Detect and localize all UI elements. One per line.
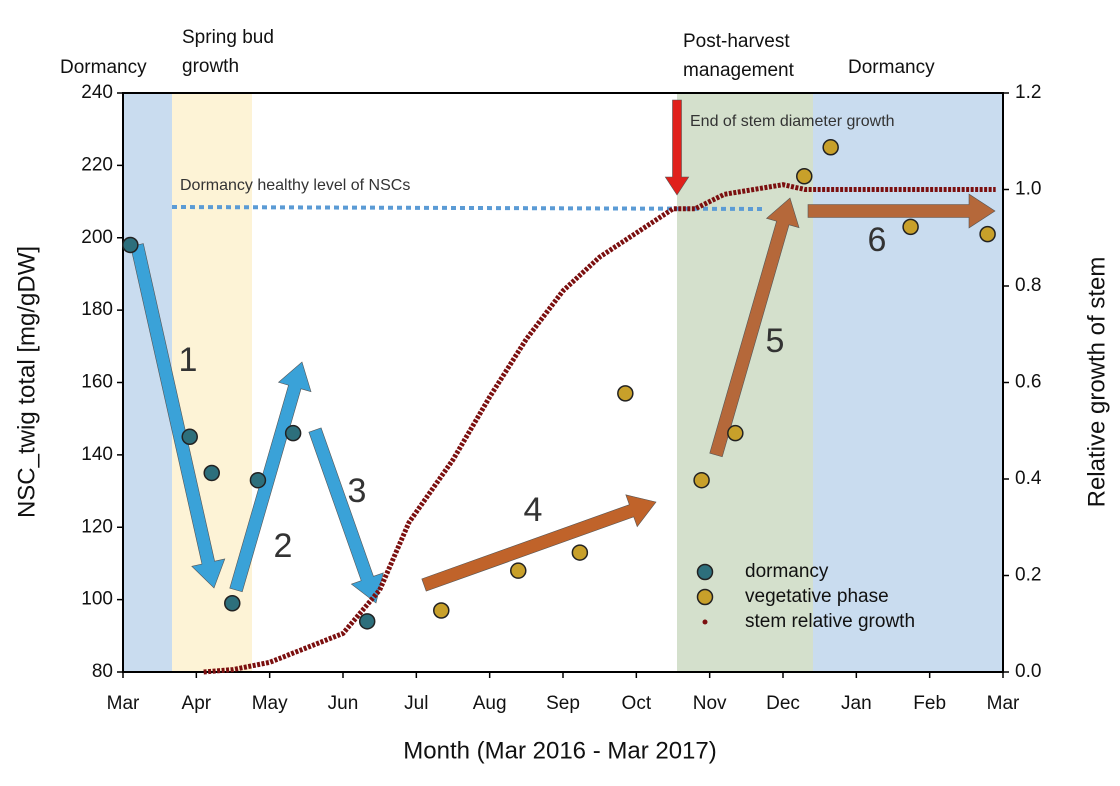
phase-label: management [683, 60, 795, 81]
data-point [902, 218, 919, 236]
y-tick-label: 180 [81, 299, 113, 320]
y-tick-label: 120 [81, 516, 113, 537]
y2-tick-label: 1.2 [1015, 82, 1041, 103]
arrow-number: 5 [766, 322, 785, 360]
phase-label: Post-harvest [683, 31, 790, 52]
legend-label: vegetative phase [745, 586, 889, 607]
data-point [122, 236, 139, 254]
x-tick-label: Nov [693, 693, 727, 714]
legend-label: stem relative growth [745, 611, 915, 632]
phase-arrow [421, 494, 657, 592]
data-point [181, 428, 198, 446]
x-tick-label: Mar [107, 693, 140, 714]
phase-arrow [308, 427, 384, 604]
arrow-number: 2 [274, 527, 293, 565]
x-tick-label: Apr [182, 693, 212, 714]
arrow-number: 3 [348, 472, 367, 510]
end-growth-arrow [664, 99, 690, 196]
phase-label: Spring bud [182, 27, 274, 48]
phase-label: growth [182, 56, 239, 77]
data-point [617, 385, 634, 402]
x-tick-label: Jun [328, 693, 359, 714]
data-point [979, 225, 996, 243]
y-tick-label: 140 [81, 444, 113, 465]
phase-label: Dormancy [60, 57, 147, 78]
healthy-level-label: Dormancy healthy level of NSCs [180, 177, 410, 194]
y2-tick-label: 0.0 [1015, 661, 1041, 682]
phase-arrow [130, 243, 226, 589]
data-point [203, 464, 220, 482]
x-tick-label: Dec [766, 693, 800, 714]
data-point [822, 139, 839, 156]
phase-arrow [807, 193, 996, 229]
data-point [249, 471, 267, 489]
data-point [510, 562, 527, 579]
legend-label: dormancy [745, 561, 829, 582]
data-point [796, 167, 813, 185]
x-tick-label: Feb [913, 693, 946, 714]
end-growth-label: End of stem diameter growth [690, 113, 895, 130]
y2-tick-label: 0.6 [1015, 372, 1041, 393]
phase-arrow [709, 197, 800, 458]
arrow-number: 1 [179, 341, 198, 379]
y-axis-title: NSC_twig total [mg/gDW] [13, 246, 40, 518]
data-point [571, 544, 589, 561]
y-tick-label: 240 [81, 82, 113, 103]
data-point [224, 594, 241, 612]
legend-marker [702, 619, 708, 625]
legend-marker [696, 588, 714, 606]
x-axis-title: Month (Mar 2016 - Mar 2017) [403, 737, 716, 764]
x-tick-label: May [252, 693, 288, 714]
x-tick-label: Sep [546, 693, 580, 714]
legend-marker [696, 563, 714, 581]
y2-axis-title: Relative growth of stem [1083, 257, 1110, 508]
y2-tick-label: 0.8 [1015, 275, 1041, 296]
y-tick-label: 80 [92, 661, 113, 682]
y-tick-label: 220 [81, 154, 113, 175]
arrow-number: 6 [868, 221, 887, 259]
phase-arrow [229, 361, 312, 593]
y2-tick-label: 0.4 [1015, 468, 1042, 489]
x-tick-label: Jul [404, 693, 428, 714]
x-tick-label: Jan [841, 693, 872, 714]
phase-label: Dormancy [848, 57, 935, 78]
arrow-number: 4 [524, 491, 543, 529]
y2-tick-label: 1.0 [1015, 179, 1041, 200]
y-tick-label: 160 [81, 372, 113, 393]
x-tick-label: Aug [473, 693, 507, 714]
x-tick-label: Oct [622, 693, 652, 714]
data-point [727, 424, 744, 442]
data-point [284, 424, 302, 442]
y-tick-label: 100 [81, 589, 113, 610]
y-tick-label: 200 [81, 227, 113, 248]
data-point [433, 602, 450, 619]
data-point [693, 471, 710, 489]
x-tick-label: Mar [987, 693, 1020, 714]
data-point [358, 613, 376, 630]
y2-tick-label: 0.2 [1015, 565, 1041, 586]
